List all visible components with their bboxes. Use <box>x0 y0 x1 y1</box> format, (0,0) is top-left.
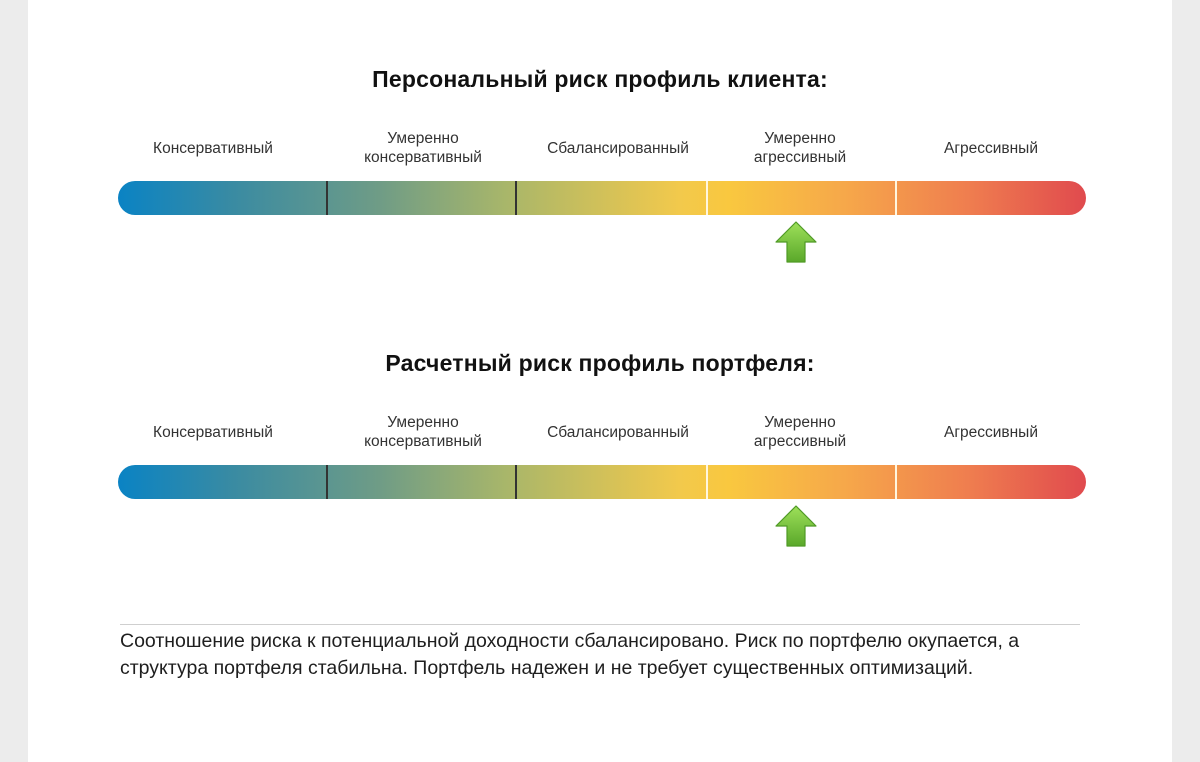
summary-text: Соотношение риска к потенциальной доходн… <box>120 630 1020 679</box>
category-label-balanced: Сбалансированный <box>547 139 689 157</box>
category-label-conservative: Консервативный <box>153 423 273 441</box>
category-label-conservative: Консервативный <box>153 139 273 157</box>
segment-divider <box>706 465 708 499</box>
category-label-balanced: Сбалансированный <box>547 423 689 441</box>
segment-divider <box>515 181 517 215</box>
category-label-moderately-conservative: Умеренно консервативный <box>364 414 482 450</box>
portfolio-risk-labels: Консервативный Умеренно консервативный Сб… <box>28 412 1172 452</box>
report-page: Персональный риск профиль клиента: Консе… <box>28 0 1172 762</box>
portfolio-risk-title: Расчетный риск профиль портфеля: <box>385 350 815 376</box>
category-label-aggressive: Агрессивный <box>944 423 1038 441</box>
risk-gradient-bar <box>118 181 1086 215</box>
segment-divider <box>326 465 328 499</box>
up-arrow-indicator-icon <box>774 221 817 263</box>
segment-divider <box>515 465 517 499</box>
category-label-moderately-aggressive: Умеренно агрессивный <box>753 414 847 450</box>
summary-divider <box>120 624 1080 625</box>
segment-divider <box>706 181 708 215</box>
segment-divider <box>895 465 897 499</box>
category-label-moderately-conservative: Умеренно консервативный <box>364 130 482 166</box>
client-risk-labels: Консервативный Умеренно консервативный Сб… <box>28 128 1172 168</box>
category-label-moderately-aggressive: Умеренно агрессивный <box>753 130 847 166</box>
segment-divider <box>326 181 328 215</box>
category-label-aggressive: Агрессивный <box>944 139 1038 157</box>
segment-divider <box>895 181 897 215</box>
client-risk-title: Персональный риск профиль клиента: <box>372 66 828 92</box>
risk-gradient-bar <box>118 465 1086 499</box>
up-arrow-indicator-icon <box>774 505 817 547</box>
